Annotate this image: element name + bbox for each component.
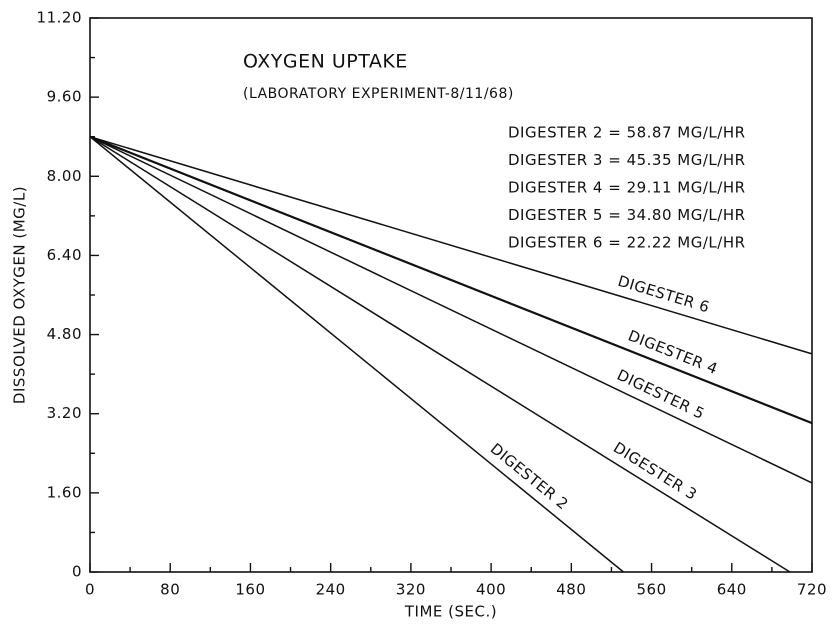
x-tick-label: 480 [556, 581, 586, 599]
rate-annotation: DIGESTER 4 = 29.11 MG/L/HR [508, 179, 746, 197]
y-tick-label: 0 [72, 563, 82, 581]
y-tick-label: 3.20 [47, 404, 82, 422]
rate-annotation: DIGESTER 3 = 45.35 MG/L/HR [508, 151, 746, 169]
x-tick-label: 720 [797, 581, 827, 599]
x-tick-label: 240 [316, 581, 346, 599]
y-tick-label: 11.20 [37, 9, 82, 27]
y-tick-label: 1.60 [47, 483, 82, 501]
series-label: DIGESTER 4 [625, 326, 720, 378]
data-line [89, 135, 813, 355]
x-tick-label: 320 [396, 581, 426, 599]
y-tick-label: 8.00 [47, 167, 82, 185]
data-line [89, 136, 624, 573]
x-tick-label: 0 [85, 581, 95, 599]
x-axis-label: TIME (SEC.) [404, 603, 497, 621]
y-tick-label: 4.80 [47, 325, 82, 343]
data-line [89, 136, 791, 573]
x-tick-label: 640 [717, 581, 747, 599]
x-tick-label: 80 [160, 581, 180, 599]
y-tick-label: 9.60 [47, 88, 82, 106]
chart-subtitle: (LABORATORY EXPERIMENT-8/11/68) [243, 86, 514, 102]
y-tick-label: 6.40 [47, 246, 82, 264]
chart-title: OXYGEN UPTAKE [243, 51, 408, 73]
x-tick-label: 160 [235, 581, 265, 599]
rate-annotation: DIGESTER 5 = 34.80 MG/L/HR [508, 206, 746, 224]
data-line [89, 135, 813, 425]
series-label: DIGESTER 3 [610, 438, 700, 503]
rate-annotation: DIGESTER 6 = 22.22 MG/L/HR [508, 234, 746, 252]
rate-annotation: DIGESTER 2 = 58.87 MG/L/HR [508, 124, 746, 142]
y-axis-label: DISSOLVED OXYGEN (MG/L) [11, 186, 29, 404]
series-label: DIGESTER 2 [487, 439, 572, 513]
data-line [89, 136, 813, 484]
x-tick-label: 560 [636, 581, 666, 599]
x-tick-label: 400 [476, 581, 506, 599]
